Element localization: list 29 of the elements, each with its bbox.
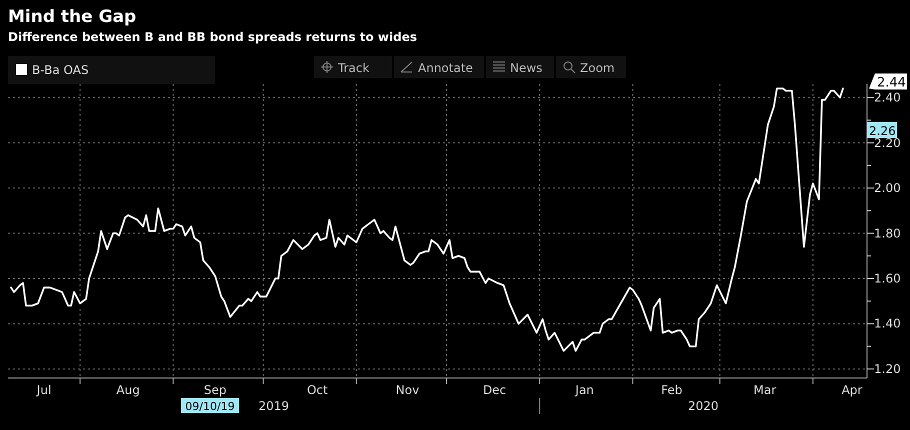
y-tick-label: 1.80 [874, 226, 901, 240]
x-tick-label: Mar [754, 383, 776, 397]
text: 2.26 [869, 124, 896, 138]
x-tick-label: Apr [842, 383, 862, 397]
x-tick-label: Jul [36, 383, 52, 397]
x-tick-label: Oct [306, 383, 328, 397]
chart-title: Mind the Gap [8, 7, 136, 27]
text: 2019 [258, 399, 290, 413]
y-tick-label: 2.00 [874, 181, 901, 196]
y-tick-label: 2.20 [874, 136, 901, 150]
text: Annotate [418, 61, 473, 75]
chart-subtitle: Difference between B and BB bond spreads returns to wides [8, 30, 418, 44]
x-tick-label: Sep [204, 383, 227, 397]
y-tick-label: 1.60 [874, 271, 901, 286]
y-tick-label: 1.40 [874, 316, 901, 331]
text: News [510, 61, 542, 75]
x-tick-label: Dec [482, 383, 506, 397]
text: 09/10/19 [185, 400, 235, 413]
x-tick-label: Jan [574, 383, 594, 397]
text: 2.44 [877, 76, 906, 91]
legend-label: B-Ba OAS [32, 63, 89, 77]
y-tick-label: 1.20 [874, 362, 901, 376]
text: Track [337, 61, 370, 75]
x-tick-label: Nov [396, 383, 420, 397]
x-tick-label: Feb [661, 383, 682, 397]
text: 2020 [688, 399, 719, 413]
y-tick-label: 2.40 [874, 90, 901, 105]
x-tick-label: Aug [116, 383, 140, 397]
text: Zoom [580, 61, 615, 75]
